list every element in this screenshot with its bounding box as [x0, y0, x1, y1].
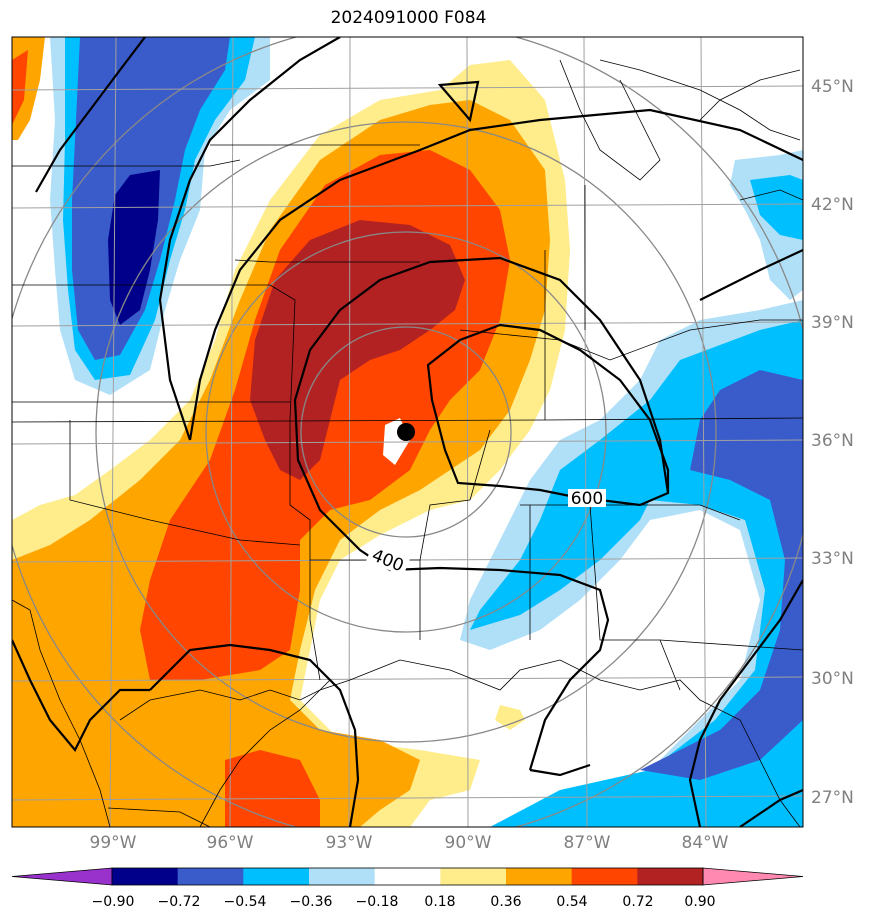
colorbar-bin: [177, 868, 244, 885]
lat-label-27n: 27°N: [811, 788, 854, 808]
colorbar-tick: 0.18: [424, 894, 456, 910]
colorbar-tick: 0.54: [556, 894, 588, 910]
colorbar-tick: 0.90: [684, 894, 716, 910]
colorbar-bin: [506, 868, 573, 885]
colorbar-bin: [243, 868, 310, 885]
colorbar-bin: [637, 868, 704, 885]
contour-label-600: 600: [571, 489, 603, 509]
negative-field-west: [12, 37, 270, 395]
colorbar-extend-min: [11, 867, 113, 886]
lon-label-96w: 96°W: [206, 833, 254, 853]
colorbar-tick: 0.72: [622, 894, 654, 910]
map-layers: [12, 37, 803, 827]
colorbar-tick: −0.36: [289, 894, 333, 910]
negative-field-east: [460, 150, 803, 827]
lat-label-33n: 33°N: [811, 549, 854, 569]
contour-label-bg: [568, 489, 606, 507]
map-title: 2024091000 F084: [330, 8, 487, 28]
map-frame: [11, 36, 804, 828]
storm-center-marker: [397, 423, 415, 441]
range-rings: [12, 37, 803, 827]
colorbar-bin: [112, 868, 179, 885]
lon-label-90w: 90°W: [444, 833, 492, 853]
colorbar-bin: [440, 868, 507, 885]
boundaries: [12, 59, 803, 827]
colorbar-bin: [571, 868, 638, 885]
lon-label-93w: 93°W: [325, 833, 373, 853]
colorbar-tick: −0.90: [91, 894, 135, 910]
colorbar: [11, 867, 804, 886]
colorbar-tick: −0.18: [355, 894, 399, 910]
lat-label-36n: 36°N: [811, 431, 854, 451]
colorbar-bin: [309, 868, 376, 885]
colorbar-tick: −0.72: [157, 894, 201, 910]
graticule: [12, 37, 803, 827]
colorbar-frame: [111, 867, 704, 886]
lon-label-99w: 99°W: [89, 833, 137, 853]
lat-label-30n: 30°N: [811, 669, 854, 689]
lat-label-45n: 45°N: [811, 77, 854, 97]
contour-label-bg: [366, 544, 410, 576]
lat-label-39n: 39°N: [811, 313, 854, 333]
colorbar-tick: 0.36: [490, 894, 522, 910]
colorbar-tick: −0.54: [223, 894, 267, 910]
lon-label-84w: 84°W: [681, 833, 729, 853]
lon-label-87w: 87°W: [563, 833, 611, 853]
lat-label-42n: 42°N: [811, 195, 854, 215]
height-contours: [12, 37, 803, 827]
positive-field: [12, 60, 570, 827]
colorbar-bin: [374, 868, 441, 885]
colorbar-extend-max: [702, 867, 804, 886]
